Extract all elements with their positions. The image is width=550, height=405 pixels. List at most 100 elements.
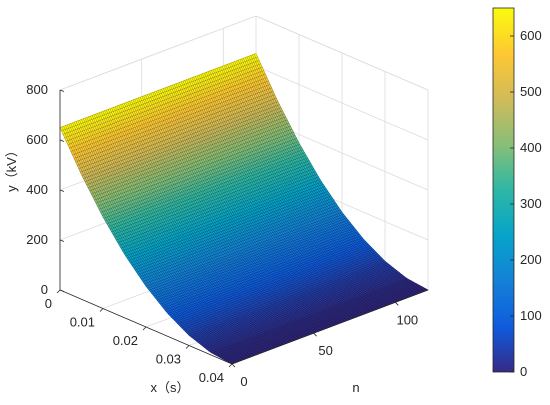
mesh-line-x (140, 97, 313, 334)
mesh-line-x (156, 91, 329, 328)
mesh-line-x (111, 107, 284, 345)
x-axis-label: x（s） (150, 380, 189, 395)
mesh-line-x (216, 68, 389, 305)
mesh-line-x (157, 90, 331, 328)
colorbar-tick-label: 100 (520, 308, 542, 323)
mesh-line-x (209, 70, 382, 308)
mesh-line-x (84, 118, 257, 355)
x-tick-label: 0.04 (199, 370, 224, 385)
mesh-line-x (254, 54, 427, 291)
mesh-line-x (164, 87, 338, 325)
mesh-line-x (123, 103, 297, 340)
mesh-line-x (227, 64, 400, 301)
mesh-line-x (70, 123, 243, 361)
mesh-line-x (214, 68, 388, 306)
mesh-line-x (168, 86, 341, 324)
mesh-line-x (152, 92, 325, 330)
mesh-line-x (191, 77, 364, 315)
surface-mesh (59, 53, 429, 365)
x-tick-label: 0.03 (156, 352, 181, 367)
z-grid-line (59, 15, 429, 91)
mesh-line-x (245, 57, 418, 295)
mesh-line-x (243, 58, 416, 295)
mesh-line-x (106, 109, 279, 347)
z-tick-mark (59, 139, 65, 142)
n-tick-mark (231, 363, 236, 368)
z-tick-label: 0 (41, 282, 48, 297)
mesh-line-x (125, 102, 298, 340)
colorbar-ticks: 0 100 200 300 400 500 600 (510, 28, 542, 379)
x-tick-mark (142, 326, 147, 331)
colorbar-tick-label: 600 (520, 28, 542, 43)
mesh-line-x (154, 91, 327, 329)
mesh-line-x (90, 116, 263, 353)
z-tick-mark (59, 89, 65, 92)
mesh-line-x (113, 107, 286, 344)
mesh-line-x (66, 124, 240, 362)
mesh-line-x (229, 63, 402, 301)
n-axis-label: n (352, 380, 359, 395)
mesh-line-x (99, 112, 272, 350)
mesh-line-x (218, 67, 391, 305)
x-tick-label: 0 (45, 296, 52, 311)
mesh-line-x (250, 55, 423, 293)
mesh-line-x (132, 99, 306, 337)
mesh-line-x (122, 103, 295, 341)
mesh-line-x (202, 73, 375, 311)
mesh-line-x (116, 105, 290, 343)
mesh-line-x (170, 85, 343, 323)
x-tick-mark (228, 363, 233, 368)
mesh-line-x (81, 119, 254, 357)
mesh-line-x (163, 88, 336, 326)
mesh-line-x (150, 93, 323, 330)
x-tick-mark (56, 289, 61, 294)
z-tick-label: 200 (26, 232, 48, 247)
colorbar: 0 100 200 300 400 500 600 (492, 7, 542, 379)
mesh-line-x (248, 56, 421, 293)
mesh-line-x (145, 95, 318, 332)
mesh-line-x (246, 56, 420, 294)
mesh-line-x (195, 76, 368, 314)
mesh-line-x (173, 84, 347, 322)
colorbar-bar (492, 7, 515, 373)
mesh-line-x (68, 124, 241, 361)
mesh-line-x (143, 95, 316, 333)
mesh-line-x (127, 101, 300, 339)
mesh-line-x (95, 113, 268, 351)
n-tick-label: 0 (240, 374, 247, 389)
mesh-line-x (205, 72, 379, 309)
mesh-line-x (236, 60, 409, 298)
mesh-line-x (161, 89, 334, 326)
mesh-line-x (198, 74, 372, 312)
mesh-line-x (207, 71, 380, 309)
mesh-line-x (182, 81, 355, 318)
mesh-line-x (234, 61, 407, 299)
mesh-line-x (93, 114, 266, 352)
z-tick-label: 600 (26, 132, 48, 147)
mesh-line-x (193, 76, 366, 314)
mesh-line-x (172, 85, 345, 322)
mesh-line-x (175, 83, 348, 321)
mesh-line-x (104, 110, 277, 348)
mesh-line-x (184, 80, 357, 318)
mesh-line-x (91, 115, 265, 353)
mesh-line-x (220, 66, 393, 304)
x-tick-mark (185, 345, 190, 349)
mesh-line-x (63, 126, 236, 363)
mesh-line-x (136, 98, 309, 336)
mesh-line-x (118, 105, 291, 342)
mesh-line-x (141, 96, 315, 334)
mesh-line-x (204, 72, 377, 310)
mesh-line-x (100, 111, 274, 349)
mesh-line-x (223, 65, 396, 303)
mesh-line-x (83, 118, 256, 356)
mesh-line-x (186, 79, 359, 317)
x-tick-mark (99, 308, 104, 312)
mesh-line-x (200, 74, 373, 312)
n-tick-mark (313, 332, 317, 337)
mesh-line-x (120, 104, 293, 342)
mesh-line-x (221, 66, 395, 303)
mesh-line-x (189, 78, 363, 316)
z-tick-label: 800 (26, 82, 48, 97)
